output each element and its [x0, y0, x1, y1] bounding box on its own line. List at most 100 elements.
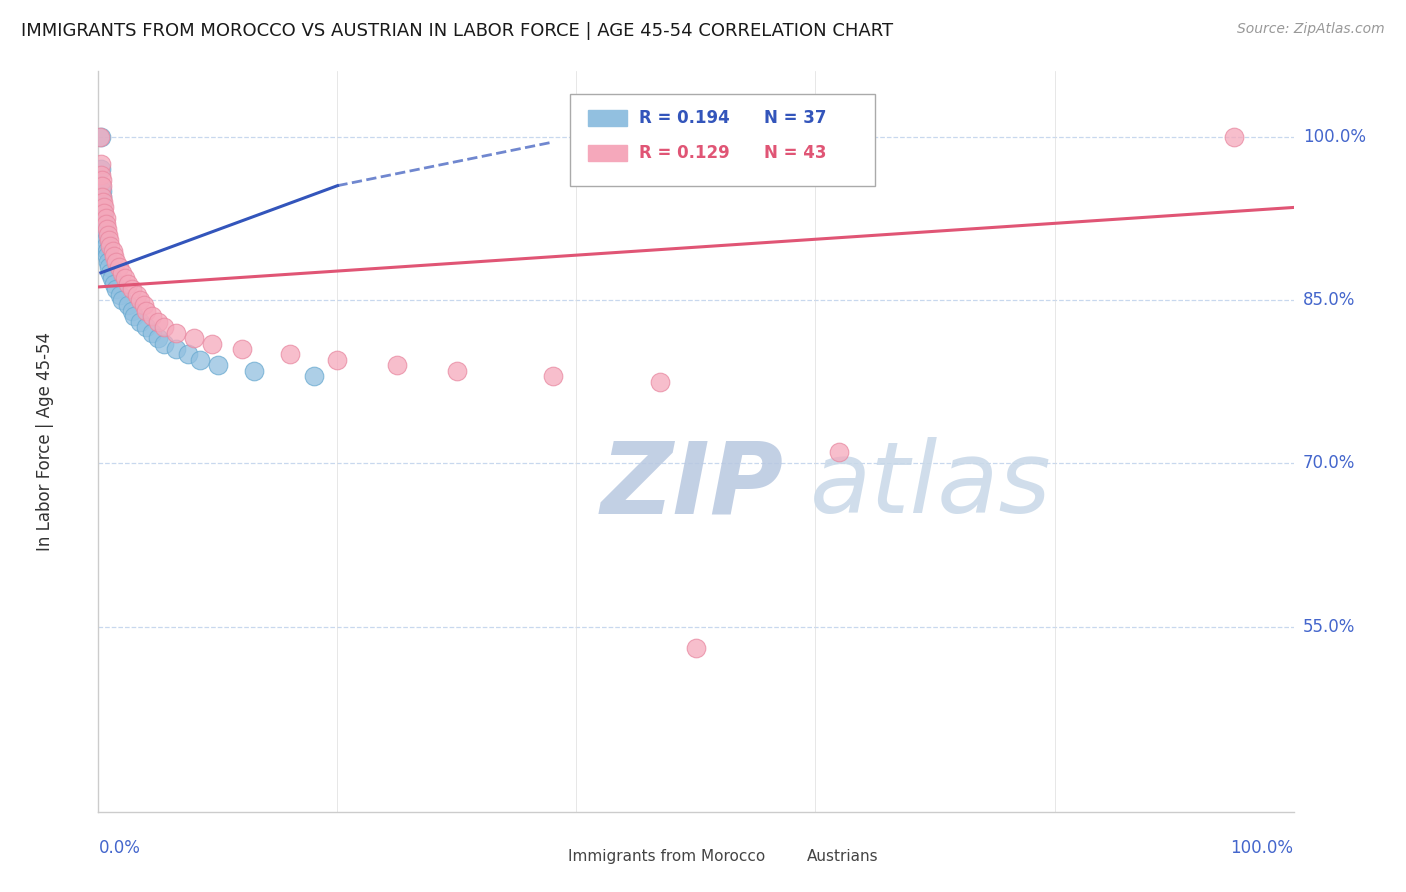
Point — [97, 255, 120, 269]
Text: Immigrants from Morocco: Immigrants from Morocco — [568, 849, 765, 864]
Point — [165, 342, 187, 356]
Text: 100.0%: 100.0% — [1303, 128, 1367, 145]
Point — [231, 342, 253, 356]
Bar — [762, 849, 800, 866]
Text: N = 37: N = 37 — [763, 109, 827, 127]
Point — [148, 331, 170, 345]
Point — [96, 222, 118, 236]
Point — [98, 233, 121, 247]
FancyBboxPatch shape — [571, 94, 876, 186]
Point — [103, 250, 125, 264]
Text: ZIP: ZIP — [600, 437, 783, 534]
Point — [100, 271, 122, 285]
Point — [94, 233, 117, 247]
Point — [141, 310, 163, 324]
Point — [114, 271, 136, 285]
Point — [541, 369, 564, 384]
Point — [135, 320, 157, 334]
Text: 0.0%: 0.0% — [98, 839, 141, 857]
Point — [94, 238, 117, 252]
Point — [90, 168, 112, 182]
Point — [91, 201, 114, 215]
Point — [97, 227, 120, 242]
Text: 100.0%: 100.0% — [1230, 839, 1294, 857]
Point — [326, 352, 349, 367]
Bar — [589, 110, 627, 126]
Point — [153, 320, 176, 334]
Point — [446, 364, 468, 378]
Point — [125, 287, 148, 301]
Point — [111, 293, 134, 307]
Point — [108, 287, 131, 301]
Point — [302, 369, 325, 384]
Point — [103, 277, 125, 291]
Point — [91, 178, 114, 193]
Point — [96, 250, 118, 264]
Text: N = 43: N = 43 — [763, 144, 827, 161]
Point — [165, 326, 187, 340]
Point — [91, 211, 114, 226]
Point — [153, 336, 176, 351]
Point — [1223, 129, 1246, 144]
Point — [135, 304, 157, 318]
Text: In Labor Force | Age 45-54: In Labor Force | Age 45-54 — [35, 332, 53, 551]
Point — [93, 222, 115, 236]
Point — [91, 184, 114, 198]
Point — [385, 359, 409, 373]
Point — [828, 445, 851, 459]
Bar — [523, 849, 561, 866]
Point — [91, 189, 114, 203]
Point — [91, 194, 114, 209]
Point — [93, 201, 115, 215]
Text: 85.0%: 85.0% — [1303, 291, 1355, 309]
Point — [105, 255, 128, 269]
Point — [107, 260, 129, 275]
Point — [93, 227, 115, 242]
Point — [124, 310, 146, 324]
Point — [243, 364, 266, 378]
Point — [90, 129, 112, 144]
Point — [121, 304, 143, 318]
Point — [148, 315, 170, 329]
Point — [207, 359, 229, 373]
Point — [129, 293, 152, 307]
Text: Austrians: Austrians — [807, 849, 879, 864]
Point — [117, 277, 139, 291]
Text: R = 0.129: R = 0.129 — [638, 144, 730, 161]
Point — [98, 238, 122, 252]
Point — [91, 206, 114, 220]
Point — [117, 298, 139, 312]
Point — [177, 347, 200, 361]
Point — [94, 217, 117, 231]
Point — [132, 298, 155, 312]
Point — [685, 641, 707, 656]
Point — [94, 211, 117, 226]
Point — [91, 189, 114, 203]
Text: R = 0.194: R = 0.194 — [638, 109, 730, 127]
Text: 70.0%: 70.0% — [1303, 454, 1355, 473]
Point — [93, 217, 115, 231]
Point — [96, 244, 118, 258]
Point — [201, 336, 224, 351]
Point — [129, 315, 152, 329]
Point — [90, 162, 112, 177]
Point — [89, 129, 111, 144]
Point — [91, 173, 114, 187]
Text: 55.0%: 55.0% — [1303, 617, 1355, 636]
Point — [278, 347, 301, 361]
Point — [141, 326, 163, 340]
Point — [101, 244, 124, 258]
Point — [90, 178, 112, 193]
Point — [111, 266, 134, 280]
Point — [105, 282, 128, 296]
Point — [90, 157, 112, 171]
Text: Source: ZipAtlas.com: Source: ZipAtlas.com — [1237, 22, 1385, 37]
Text: atlas: atlas — [810, 437, 1052, 534]
Point — [98, 260, 121, 275]
Point — [93, 206, 115, 220]
Point — [98, 266, 122, 280]
Text: IMMIGRANTS FROM MOROCCO VS AUSTRIAN IN LABOR FORCE | AGE 45-54 CORRELATION CHART: IMMIGRANTS FROM MOROCCO VS AUSTRIAN IN L… — [21, 22, 893, 40]
Bar — [589, 145, 627, 161]
Point — [648, 375, 672, 389]
Point — [121, 282, 143, 296]
